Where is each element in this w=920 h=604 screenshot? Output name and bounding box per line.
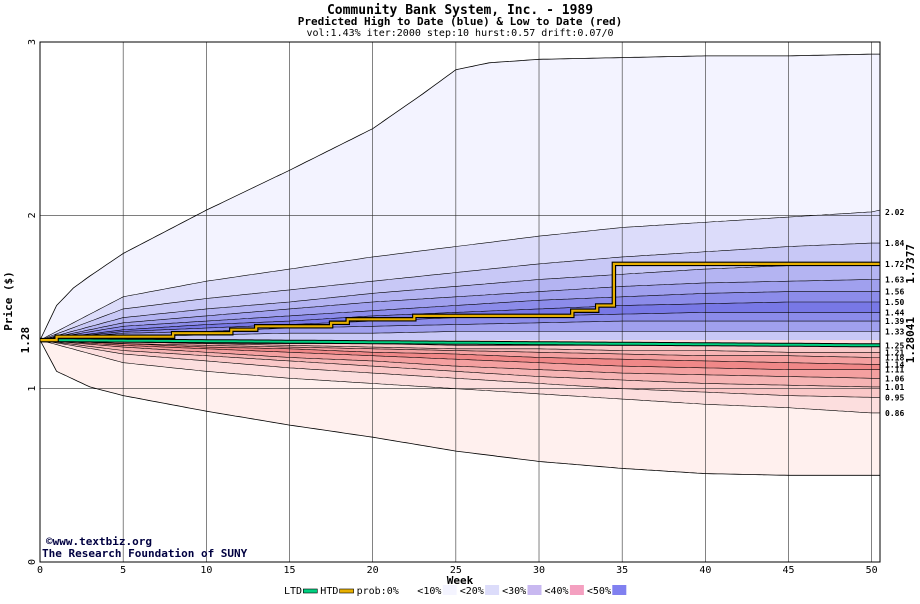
- end-value-label: 1.72: [885, 260, 904, 269]
- end-value-label: 1.39: [885, 317, 904, 326]
- x-axis-label: Week: [447, 574, 474, 587]
- end-value-label: 2.02: [885, 208, 904, 217]
- end-value-label: 1.06: [885, 374, 904, 383]
- y-tick-label: 2: [27, 212, 38, 218]
- credit-organization: The Research Foundation of SUNY: [42, 547, 248, 560]
- legend-swatch-6: [569, 585, 584, 595]
- x-tick-label: 20: [367, 565, 379, 576]
- x-tick-label: 15: [283, 565, 295, 576]
- htd-line: [40, 262, 880, 342]
- high-contour-5: [39, 301, 880, 341]
- legend-swatch-1: [339, 588, 354, 594]
- chart-title: Community Bank System, Inc. - 1989: [327, 3, 593, 18]
- legend-swatch-4: [485, 585, 500, 595]
- chart-params: vol:1.43% iter:2000 step:10 hurst:0.57 d…: [306, 28, 613, 39]
- low-contour-2: [39, 339, 880, 388]
- x-tick-label: 45: [782, 565, 794, 576]
- low-contour-1: [39, 339, 880, 398]
- high-contour-2: [39, 263, 880, 341]
- low-contour-5: [39, 339, 880, 365]
- x-tick-label: 50: [866, 565, 878, 576]
- y-tick-label: 0: [27, 559, 38, 565]
- legend-swatch-5: [527, 585, 542, 595]
- x-tick-label: 10: [200, 565, 212, 576]
- low-contour-0: [39, 339, 880, 414]
- htd-final-value-label: 1.7377: [904, 244, 917, 284]
- high-contour-0: [39, 209, 881, 341]
- end-value-label: 1.56: [885, 288, 904, 297]
- end-value-label: 0.95: [885, 393, 904, 402]
- x-tick-label: 0: [37, 565, 43, 576]
- legend-swatch-2: [400, 585, 415, 595]
- high-contour-1: [39, 242, 880, 341]
- high-contour-3: [39, 279, 880, 341]
- ltd-final-value-label: 1.28041: [904, 317, 917, 364]
- plot-frame: [39, 41, 881, 563]
- x-tick-label: 25: [450, 565, 462, 576]
- y-tick-label: 1: [27, 386, 38, 392]
- low-outer-contour: [39, 339, 880, 476]
- legend-swatch-0: [302, 588, 318, 594]
- legend-label-7: <50%: [587, 586, 611, 597]
- legend-label-2: prob:0%: [357, 586, 399, 597]
- end-value-label: 1.25: [885, 341, 904, 350]
- low-contour-3: [39, 339, 880, 379]
- end-value-label: 0.86: [885, 409, 904, 418]
- legend-swatch-3: [442, 585, 457, 595]
- end-value-label: 1.50: [885, 298, 904, 307]
- legend-swatch-7: [612, 585, 627, 595]
- legend-label-0: LTD: [284, 586, 302, 597]
- high-contour-8: [39, 331, 880, 341]
- end-value-label: 1.21: [885, 348, 904, 357]
- plot-area: 0 5 10 15 20 25 30 35 40 45 50 0 1 2 3 1.28 2.02 1.84 1.72…: [19, 39, 917, 576]
- low-contour-4: [39, 339, 880, 370]
- x-tick-label: 40: [699, 565, 711, 576]
- chart-subtitle: Predicted High to Date (blue) & Low to D…: [298, 15, 623, 28]
- x-tick-label: 35: [616, 565, 628, 576]
- x-tick-label: 5: [120, 565, 126, 576]
- y-tick-label: 3: [27, 39, 38, 45]
- legend: LTD HTD prob:0% <10% <20% <30% <40% <50%: [284, 585, 627, 597]
- end-value-label: 1.84: [885, 239, 904, 248]
- legend-label-3: <10%: [417, 586, 441, 597]
- high-outer-contour: [39, 53, 880, 341]
- end-value-label: 1.18: [885, 353, 904, 362]
- end-value-label: 1.63: [885, 275, 904, 284]
- end-value-label: 1.33: [885, 327, 904, 336]
- legend-label-5: <30%: [502, 586, 526, 597]
- legend-label-4: <20%: [460, 586, 484, 597]
- high-contour-4: [39, 291, 880, 341]
- y-axis-label: Price ($): [2, 271, 15, 331]
- high-band-8: [40, 331, 880, 341]
- credit-website: ©www.textbiz.org: [46, 535, 152, 548]
- end-value-label: 1.44: [885, 308, 904, 317]
- low-contour-6: [39, 339, 880, 358]
- ltd-line: [39, 339, 880, 347]
- end-value-label: 1.01: [885, 383, 904, 392]
- x-tick-label: 30: [533, 565, 545, 576]
- legend-label-1: HTD: [320, 586, 338, 597]
- end-value-label: 1.14: [885, 360, 904, 369]
- start-price-label: 1.28: [19, 327, 32, 354]
- legend-label-6: <40%: [545, 586, 569, 597]
- end-value-label: 1.11: [885, 366, 904, 375]
